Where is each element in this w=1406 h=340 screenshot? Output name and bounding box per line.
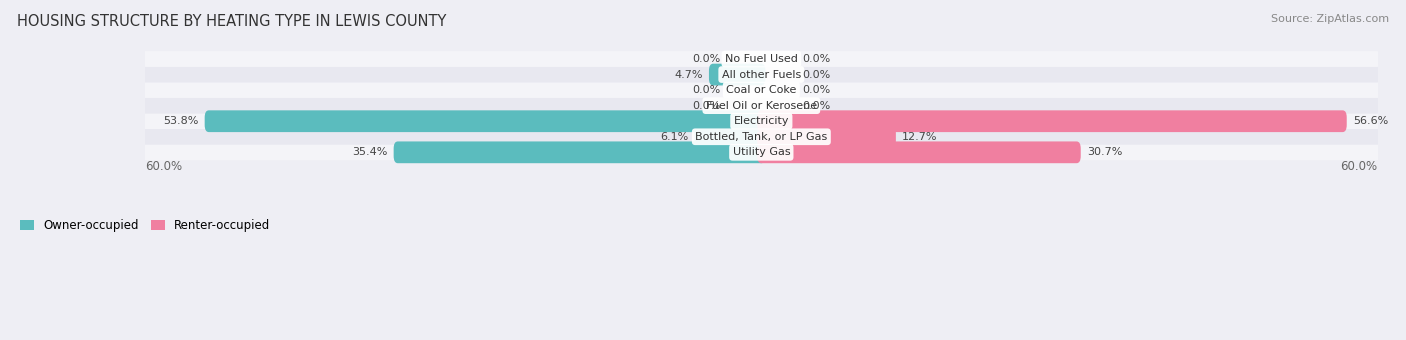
FancyBboxPatch shape xyxy=(205,110,765,132)
Text: Source: ZipAtlas.com: Source: ZipAtlas.com xyxy=(1271,14,1389,23)
FancyBboxPatch shape xyxy=(145,67,1378,82)
Text: 60.0%: 60.0% xyxy=(1340,160,1378,173)
FancyBboxPatch shape xyxy=(145,82,1378,98)
Text: No Fuel Used: No Fuel Used xyxy=(725,54,797,64)
Text: 30.7%: 30.7% xyxy=(1087,147,1122,157)
FancyBboxPatch shape xyxy=(145,113,1378,129)
FancyBboxPatch shape xyxy=(758,141,1081,163)
Text: 6.1%: 6.1% xyxy=(661,132,689,142)
FancyBboxPatch shape xyxy=(145,98,1378,114)
Text: 0.0%: 0.0% xyxy=(692,101,720,111)
FancyBboxPatch shape xyxy=(758,110,1347,132)
Text: 0.0%: 0.0% xyxy=(803,70,831,80)
FancyBboxPatch shape xyxy=(145,144,1378,160)
Text: All other Fuels: All other Fuels xyxy=(721,70,801,80)
Text: 60.0%: 60.0% xyxy=(145,160,183,173)
Text: Coal or Coke: Coal or Coke xyxy=(725,85,797,95)
FancyBboxPatch shape xyxy=(394,141,765,163)
Text: Fuel Oil or Kerosene: Fuel Oil or Kerosene xyxy=(706,101,817,111)
FancyBboxPatch shape xyxy=(758,126,896,148)
Text: Utility Gas: Utility Gas xyxy=(733,147,790,157)
FancyBboxPatch shape xyxy=(145,51,1378,67)
Text: 56.6%: 56.6% xyxy=(1353,116,1388,126)
Text: 0.0%: 0.0% xyxy=(692,54,720,64)
Text: 35.4%: 35.4% xyxy=(352,147,388,157)
FancyBboxPatch shape xyxy=(709,64,765,85)
Text: 12.7%: 12.7% xyxy=(903,132,938,142)
Text: HOUSING STRUCTURE BY HEATING TYPE IN LEWIS COUNTY: HOUSING STRUCTURE BY HEATING TYPE IN LEW… xyxy=(17,14,446,29)
Text: 4.7%: 4.7% xyxy=(675,70,703,80)
FancyBboxPatch shape xyxy=(695,126,765,148)
FancyBboxPatch shape xyxy=(145,129,1378,144)
Text: 53.8%: 53.8% xyxy=(163,116,198,126)
Text: Electricity: Electricity xyxy=(734,116,789,126)
Text: Bottled, Tank, or LP Gas: Bottled, Tank, or LP Gas xyxy=(695,132,828,142)
Text: 0.0%: 0.0% xyxy=(803,54,831,64)
Text: 0.0%: 0.0% xyxy=(803,101,831,111)
Legend: Owner-occupied, Renter-occupied: Owner-occupied, Renter-occupied xyxy=(15,215,276,237)
Text: 0.0%: 0.0% xyxy=(803,85,831,95)
Text: 0.0%: 0.0% xyxy=(692,85,720,95)
